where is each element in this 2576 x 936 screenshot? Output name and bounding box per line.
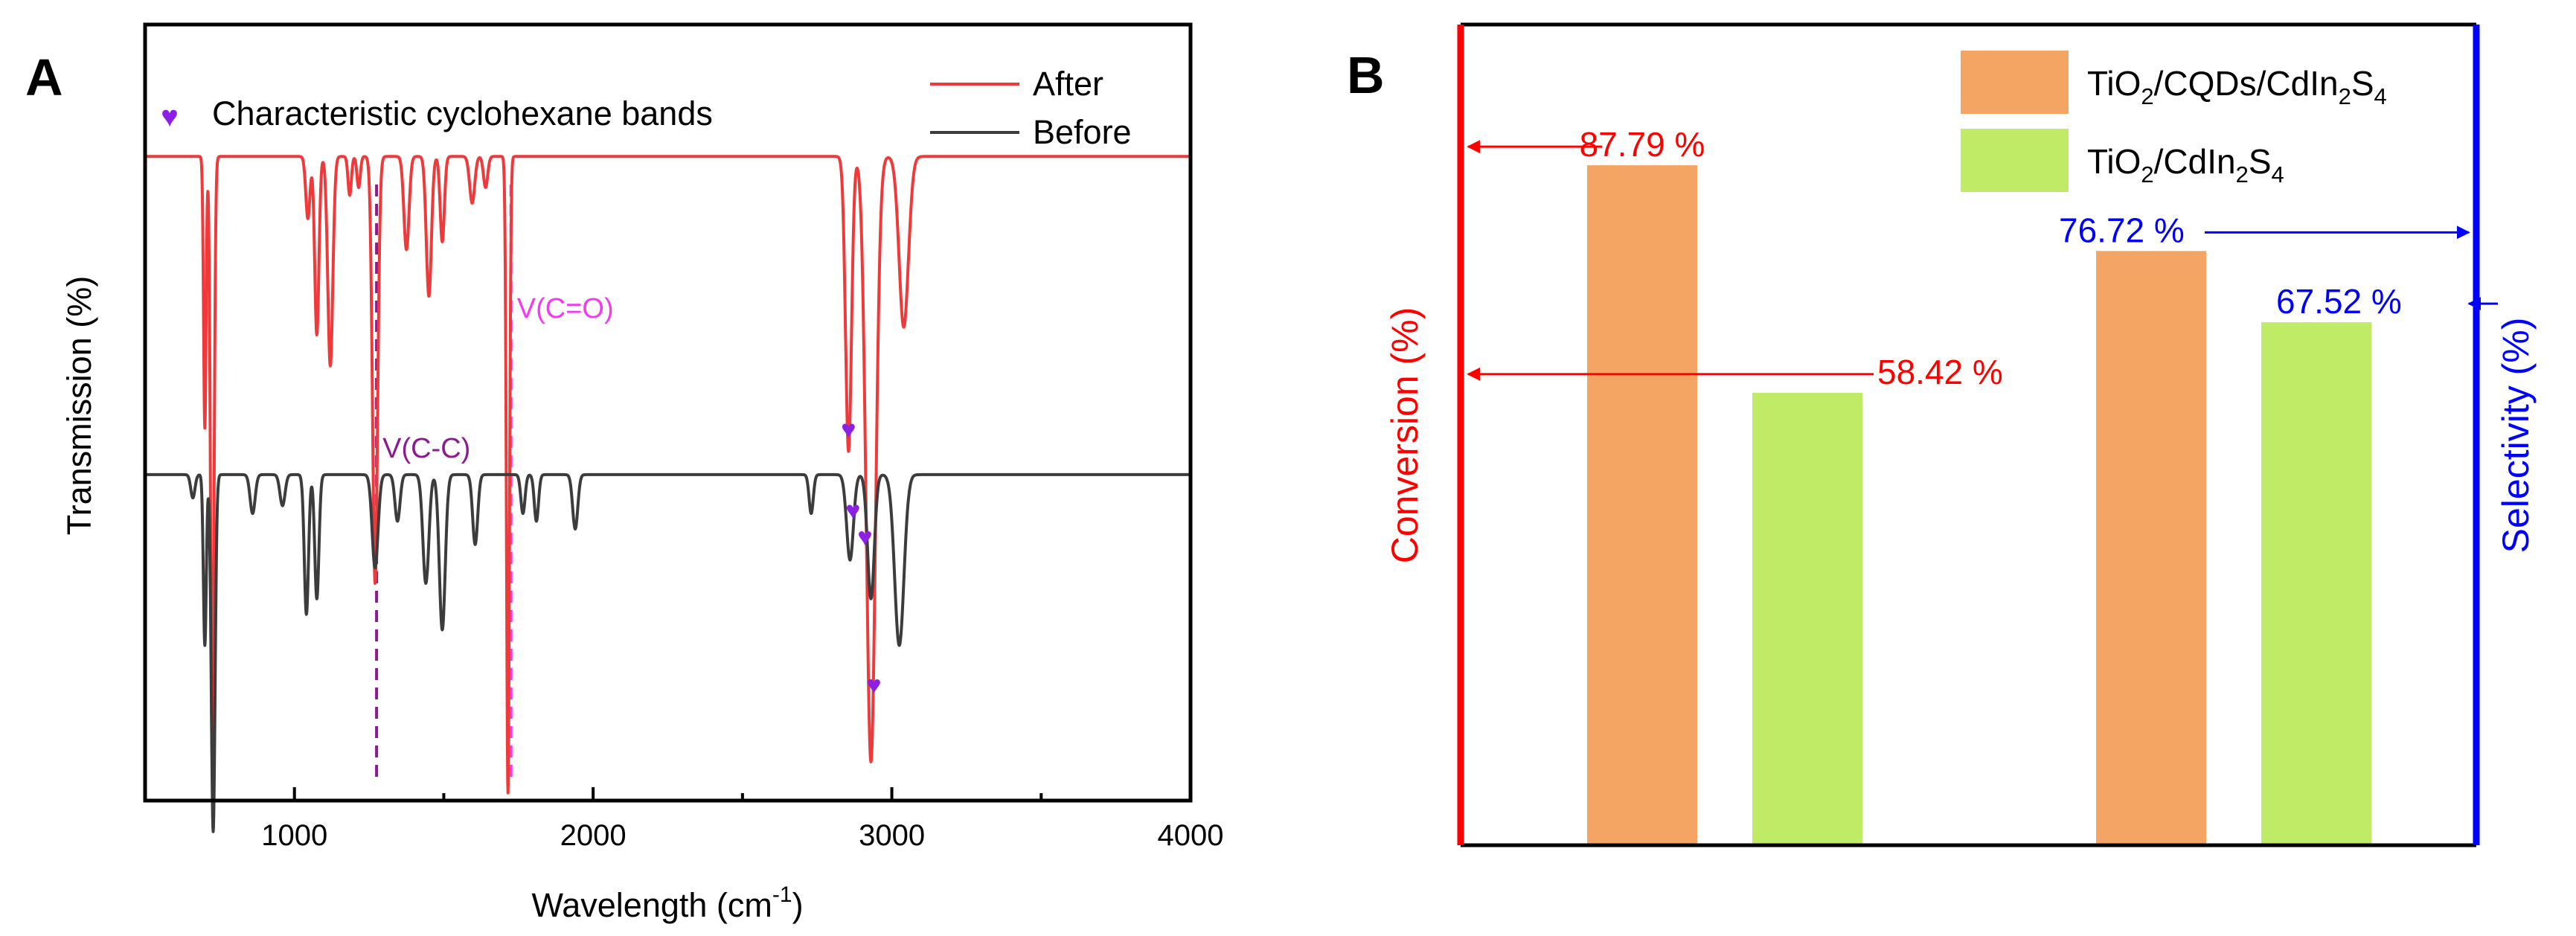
legend-marker-heart-icon: ♥ xyxy=(161,100,179,133)
panel-b: B 87.79 % 58.42 % 76.72 % 67.52 % Conversio… xyxy=(1347,22,2537,847)
x-tick-label-1: 2000 xyxy=(560,819,627,852)
band-marker-heart-icon: ♥ xyxy=(866,671,881,699)
panel-a: A V(C-C)V(C=O) ♥♥♥♥ 1000 2000 3000 4000 Tra… xyxy=(25,22,1224,924)
legend-swatch-1 xyxy=(1961,129,2069,192)
panel-a-label: A xyxy=(25,48,63,106)
legend-after-label: After xyxy=(1033,65,1103,103)
panel-a-y-axis-label: Transmission (%) xyxy=(60,276,98,535)
series-line-before xyxy=(144,472,1192,833)
value-label-1: 58.42 % xyxy=(1877,353,2003,391)
panel-b-value-labels: 87.79 % 58.42 % 76.72 % 67.52 % xyxy=(1580,125,2402,391)
panel-a-series xyxy=(144,155,1192,833)
panel-a-x-ticks: 1000 2000 3000 4000 xyxy=(144,787,1224,852)
panel-a-x-axis-label: Wavelength (cm-1) xyxy=(531,882,803,924)
legend-swatch-0 xyxy=(1961,51,2069,114)
panel-a-plot-frame xyxy=(143,22,1193,803)
panel-a-reference-lines: V(C-C) V(C=O) xyxy=(375,185,614,780)
x-tick-label-0: 1000 xyxy=(261,819,327,852)
band-marker-heart-icon: ♥ xyxy=(841,416,856,444)
x-axis-label-main: Wavelength (cm xyxy=(531,886,772,924)
bar-selectivity-1 xyxy=(2261,322,2371,845)
band-marker-heart-icon: ♥ xyxy=(857,523,872,551)
x-axis-label-sup: -1 xyxy=(772,882,792,907)
legend-label-1: TiO2/CdIn2S4 xyxy=(2087,142,2284,187)
legend-label-0: TiO2/CQDs/CdIn2S4 xyxy=(2087,64,2387,109)
panel-a-band-markers: ♥♥♥♥ xyxy=(841,416,881,699)
bar-selectivity-0 xyxy=(2096,251,2206,845)
bar-conversion-0 xyxy=(1587,165,1697,846)
panel-b-legend: TiO2/CQDs/CdIn2S4 TiO2/CdIn2S4 xyxy=(1961,51,2387,192)
value-label-0: 87.79 % xyxy=(1580,125,1705,164)
value-label-3: 67.52 % xyxy=(2276,282,2402,321)
reference-label-0: V(C-C) xyxy=(382,433,470,464)
panel-b-left-y-axis-label: Conversion (%) xyxy=(1384,307,1426,564)
panel-a-legend: ♥ Characteristic cyclohexane bands After… xyxy=(161,65,1131,151)
x-axis-label-close: ) xyxy=(792,886,804,924)
band-marker-heart-icon: ♥ xyxy=(845,497,860,525)
value-label-2: 76.72 % xyxy=(2059,211,2185,249)
panel-b-bars xyxy=(1587,165,2371,846)
panel-b-label: B xyxy=(1347,46,1385,104)
legend-marker-entry: Characteristic cyclohexane bands xyxy=(212,94,713,132)
legend-before-label: Before xyxy=(1033,113,1132,151)
bar-conversion-1 xyxy=(1752,392,1862,845)
x-tick-label-2: 3000 xyxy=(859,819,925,852)
series-line-after xyxy=(144,155,1192,795)
reference-label-1: V(C=O) xyxy=(517,293,614,324)
x-tick-label-3: 4000 xyxy=(1158,819,1224,852)
panel-b-right-y-axis-label: Selectivity (%) xyxy=(2495,318,2537,554)
